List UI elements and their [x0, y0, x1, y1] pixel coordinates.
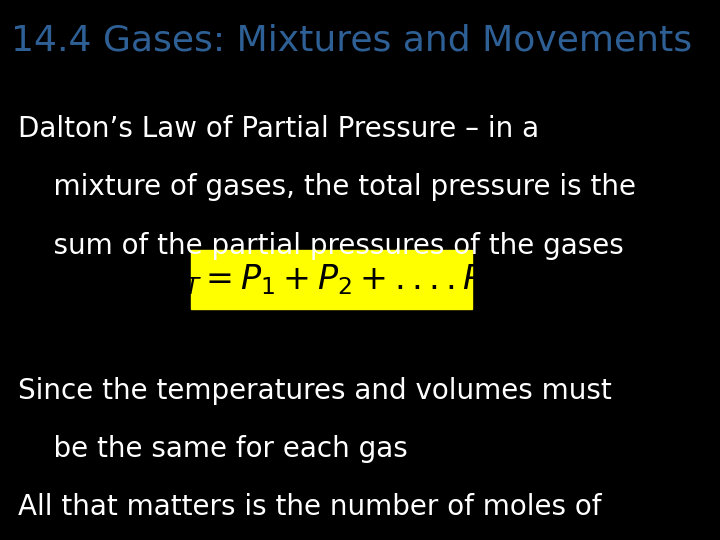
- Text: Dalton’s Law of Partial Pressure – in a: Dalton’s Law of Partial Pressure – in a: [18, 115, 539, 143]
- Text: mixture of gases, the total pressure is the: mixture of gases, the total pressure is …: [18, 173, 636, 201]
- Text: be the same for each gas: be the same for each gas: [18, 435, 408, 463]
- Text: Since the temperatures and volumes must: Since the temperatures and volumes must: [18, 376, 612, 404]
- Text: All that matters is the number of moles of: All that matters is the number of moles …: [18, 494, 601, 521]
- Text: $P_T = P_1 + P_2+....P_n$: $P_T = P_1 + P_2+....P_n$: [164, 262, 498, 297]
- FancyBboxPatch shape: [191, 251, 472, 309]
- Text: sum of the partial pressures of the gases: sum of the partial pressures of the gase…: [18, 232, 624, 260]
- Text: 14.4 Gases: Mixtures and Movements: 14.4 Gases: Mixtures and Movements: [11, 23, 692, 57]
